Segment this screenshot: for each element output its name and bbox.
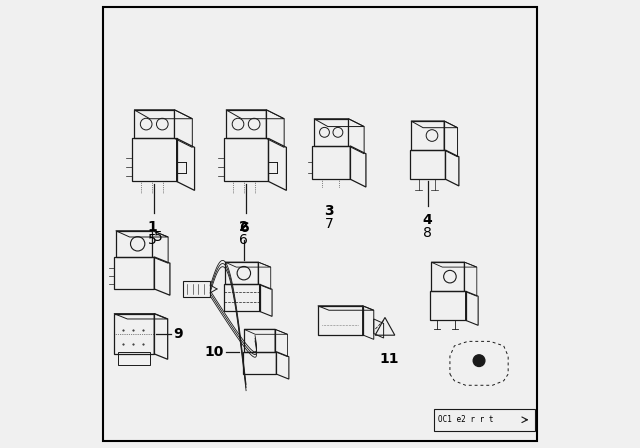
Text: 11: 11 [380,352,399,366]
Text: OC1 e2 r r t: OC1 e2 r r t [438,415,493,424]
Text: 10: 10 [204,345,224,359]
Text: 7: 7 [324,217,333,231]
Text: 3: 3 [324,204,334,218]
Text: 6: 6 [239,221,249,235]
Text: 1: 1 [147,220,157,233]
Text: 9: 9 [173,327,182,341]
Text: 5: 5 [148,233,156,247]
Text: 4: 4 [422,213,433,227]
Text: 6: 6 [239,233,248,247]
Text: 8: 8 [423,226,432,240]
Text: 2: 2 [239,220,249,233]
Text: 5: 5 [154,230,163,244]
Circle shape [473,355,485,366]
